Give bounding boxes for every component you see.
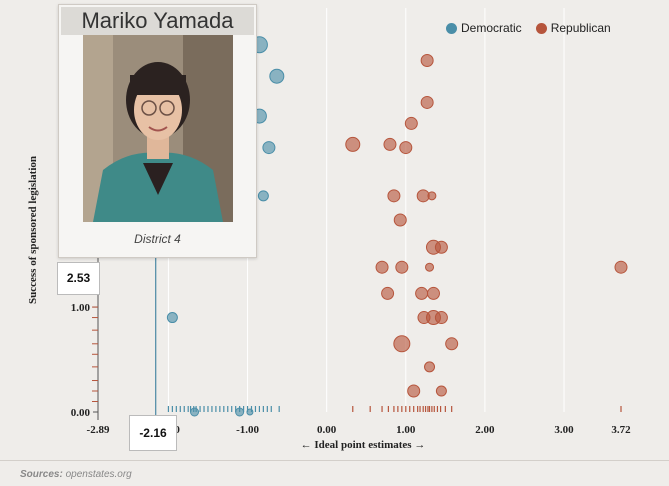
- x-tick-label: 2.00: [475, 424, 495, 436]
- data-point-republican[interactable]: [427, 191, 437, 201]
- legislator-name: Mariko Yamada: [61, 7, 254, 35]
- data-point-republican[interactable]: [424, 361, 436, 373]
- data-point-republican[interactable]: [420, 95, 434, 109]
- source-text: openstates.org: [65, 469, 132, 480]
- data-point-republican[interactable]: [345, 136, 361, 152]
- highlight-x-value: -2.16: [129, 415, 177, 451]
- legislator-photo: [83, 35, 233, 222]
- data-point-democratic[interactable]: [166, 312, 178, 324]
- x-tick-label: 0.00: [317, 424, 337, 436]
- legislator-district: District 4: [134, 232, 181, 246]
- data-point-republican[interactable]: [435, 385, 447, 397]
- data-point-republican[interactable]: [614, 260, 628, 274]
- legend: Democratic Republican: [446, 21, 611, 35]
- democratic-dot-icon: [446, 22, 457, 34]
- data-point-republican[interactable]: [381, 286, 395, 300]
- data-point-democratic[interactable]: [235, 407, 245, 417]
- data-point-republican[interactable]: [425, 262, 435, 272]
- y-tick-label: 1.00: [71, 302, 91, 314]
- data-point-republican[interactable]: [445, 337, 459, 351]
- x-tick-label: 3.00: [554, 424, 574, 436]
- x-tick-label: -2.89: [87, 424, 110, 436]
- y-tick-label: 0.00: [71, 407, 91, 419]
- x-tick-label: -1.00: [236, 424, 259, 436]
- data-point-democratic[interactable]: [190, 407, 200, 417]
- data-point-republican[interactable]: [416, 189, 430, 203]
- data-point-republican[interactable]: [415, 286, 429, 300]
- data-point-democratic[interactable]: [246, 408, 254, 416]
- data-point-democratic[interactable]: [269, 68, 285, 84]
- data-point-republican[interactable]: [395, 260, 409, 274]
- legend-item-democratic[interactable]: Democratic: [446, 21, 522, 35]
- source-label: Sources:: [20, 469, 63, 480]
- data-point-republican[interactable]: [426, 286, 440, 300]
- data-point-republican[interactable]: [393, 335, 411, 353]
- data-point-republican[interactable]: [387, 189, 401, 203]
- data-point-republican[interactable]: [434, 240, 448, 254]
- legend-item-republican[interactable]: Republican: [535, 21, 611, 35]
- footer-divider: [0, 460, 669, 461]
- data-point-republican[interactable]: [404, 116, 418, 130]
- portrait-image: [83, 35, 233, 222]
- x-tick-label: 3.72: [611, 424, 631, 436]
- y-axis-label: Success of sponsored legislation: [27, 156, 39, 304]
- data-point-democratic[interactable]: [257, 190, 269, 202]
- data-point-democratic[interactable]: [262, 141, 276, 155]
- data-point-republican[interactable]: [434, 311, 448, 325]
- x-tick-label: 1.00: [396, 424, 416, 436]
- legend-label-democratic: Democratic: [461, 21, 522, 35]
- legislator-tooltip-card: Mariko Yamada District 4: [58, 4, 257, 258]
- data-point-republican[interactable]: [375, 260, 389, 274]
- highlight-y-value: 2.53: [57, 262, 100, 295]
- republican-dot-icon: [535, 22, 547, 34]
- source-note: Sources: openstates.org: [20, 469, 132, 480]
- data-point-republican[interactable]: [420, 53, 434, 67]
- data-point-republican[interactable]: [407, 384, 421, 398]
- data-point-republican[interactable]: [383, 137, 397, 151]
- data-point-republican[interactable]: [399, 141, 413, 155]
- x-axis-label: ← Ideal point estimates →: [301, 439, 426, 451]
- data-point-republican[interactable]: [393, 213, 407, 227]
- legend-label-republican: Republican: [550, 21, 611, 35]
